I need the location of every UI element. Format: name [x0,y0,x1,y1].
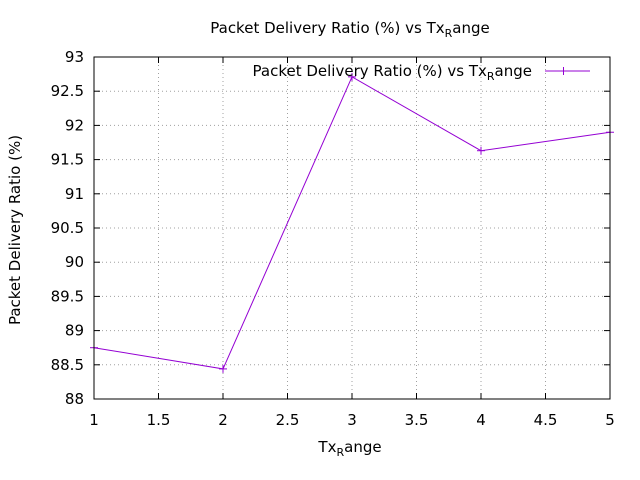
grid-lines [94,57,610,399]
legend-label: Packet Delivery Ratio (%) vs TxRange [253,62,532,83]
x-tick-label: 3 [347,411,357,429]
y-tick-label: 93 [65,48,84,66]
y-tick-label: 90.5 [51,219,84,237]
y-tick-label: 91 [65,185,84,203]
x-tick-label: 1 [89,411,99,429]
y-tick-label: 89 [65,322,84,340]
y-tick-label: 92.5 [51,82,84,100]
data-point [219,364,227,373]
legend-marker [559,67,568,75]
y-tick-labels: 88 88.5 89 89.5 90 90.5 91 91.5 92 92.5 93 [51,48,84,408]
y-tick-label: 88.5 [51,356,84,374]
chart-title-main: Packet Delivery Ratio (%) vs Tx [210,19,444,37]
y-tick-label: 90 [65,253,84,271]
chart-title-tail: ange [452,19,489,37]
y-tick-label: 88 [65,390,84,408]
x-tick-label: 3.5 [405,411,429,429]
legend-label-tail: ange [495,62,532,80]
legend-label-sub: R [487,70,495,83]
x-axis-label: TxRange [317,438,381,459]
data-points [90,72,614,373]
x-axis-label-tail: ange [344,438,381,456]
x-tick-label: 4 [476,411,486,429]
x-axis-label-sub: R [336,446,344,459]
y-tick-label: 91.5 [51,151,84,169]
axis-ticks [93,56,611,400]
y-tick-label: 89.5 [51,287,84,305]
chart-title-sub: R [445,27,453,40]
x-tick-label: 4.5 [534,411,558,429]
x-tick-label: 2 [218,411,228,429]
x-tick-label: 1.5 [147,411,171,429]
x-tick-label: 5 [605,411,615,429]
x-tick-label: 2.5 [276,411,300,429]
plot-border [93,56,611,400]
x-tick-labels: 1 1.5 2 2.5 3 3.5 4 4.5 5 [89,411,615,429]
legend: Packet Delivery Ratio (%) vs TxRange [253,62,590,83]
data-point [477,146,485,155]
chart-title: Packet Delivery Ratio (%) vs TxRange [210,19,489,40]
x-axis-label-main: Tx [317,438,336,456]
legend-label-main: Packet Delivery Ratio (%) vs Tx [253,62,487,80]
data-point [348,72,356,81]
y-tick-label: 92 [65,116,84,134]
y-axis-label: Packet Delivery Ratio (%) [6,135,24,325]
